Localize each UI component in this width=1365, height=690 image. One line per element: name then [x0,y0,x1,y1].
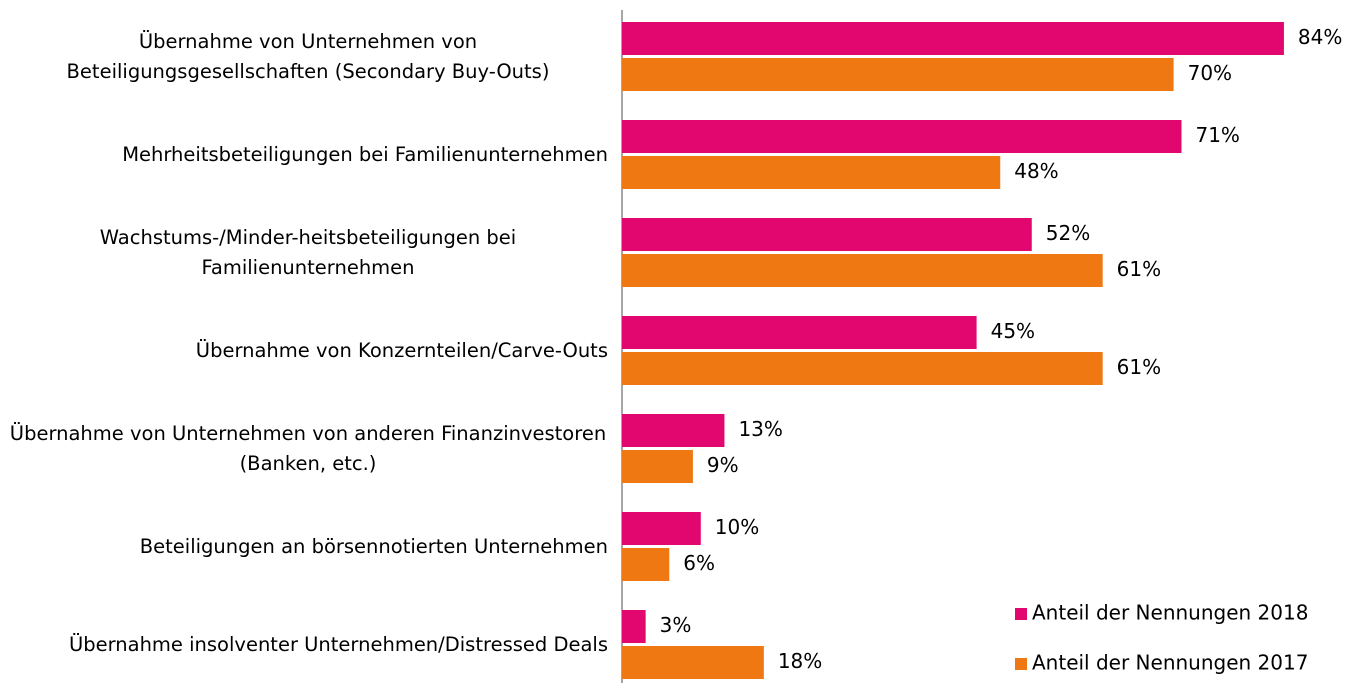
bar [622,414,725,447]
bar [622,218,1032,251]
legend-label: Anteil der Nennungen 2018 [1032,601,1308,625]
legend-swatch [1015,658,1027,670]
value-label: 70% [1188,61,1232,85]
bar [622,610,646,643]
value-label: 13% [738,417,782,441]
value-label: 45% [991,319,1035,343]
category-text: Übernahme von Konzernteilen/Carve-Outs [195,338,608,362]
bar [622,352,1103,385]
value-label: 18% [778,649,822,673]
value-label: 61% [1117,257,1161,281]
bar [622,512,701,545]
category-label: Übernahme von Unternehmen von Beteiligun… [8,12,608,102]
bar [622,254,1103,287]
category-text: Beteiligungen an börsennotierten Unterne… [139,534,608,558]
bar [622,58,1174,91]
category-label: Übernahme von Unternehmen von anderen Fi… [8,404,608,494]
value-label: 6% [683,551,715,575]
value-label: 48% [1014,159,1058,183]
bar [622,450,693,483]
category-text: Übernahme von Unternehmen von Beteiligun… [66,29,550,83]
category-text: Wachstums-/Minder-heitsbeteiligungen bei… [99,225,517,279]
value-label: 61% [1117,355,1161,379]
value-label: 84% [1298,25,1342,49]
category-text: Mehrheitsbeteiligungen bei Familienunter… [122,142,608,166]
value-label: 9% [707,453,739,477]
value-label: 71% [1195,123,1239,147]
category-label: Mehrheitsbeteiligungen bei Familienunter… [8,110,608,200]
value-label: 10% [715,515,759,539]
bar [622,646,764,679]
category-label: Übernahme insolventer Unternehmen/Distre… [8,600,608,690]
bar [622,120,1182,153]
legend-label: Anteil der Nennungen 2017 [1032,651,1308,675]
category-label: Beteiligungen an börsennotierten Unterne… [8,502,608,592]
value-label: 3% [660,613,692,637]
category-label: Wachstums-/Minder-heitsbeteiligungen bei… [8,208,608,298]
bar [622,316,977,349]
category-text: Übernahme insolventer Unternehmen/Distre… [68,632,608,656]
bar [622,156,1001,189]
bar [622,548,670,581]
legend-swatch [1015,608,1027,620]
bar [622,22,1284,55]
category-text: Übernahme von Unternehmen von anderen Fi… [9,421,607,475]
category-label: Übernahme von Konzernteilen/Carve-Outs [8,306,608,396]
value-label: 52% [1046,221,1090,245]
